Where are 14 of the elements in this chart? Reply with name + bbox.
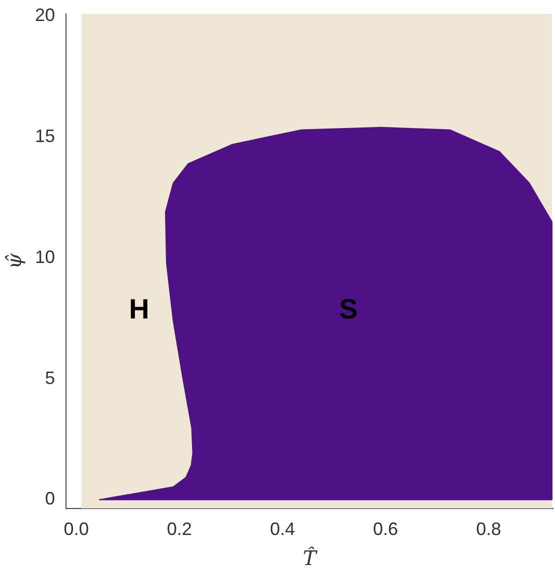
y-tick-label: 10	[34, 246, 56, 267]
annotation: S	[339, 293, 358, 324]
x-tick-label: 0.8	[476, 519, 502, 540]
x-axis-title: T̂	[302, 546, 318, 570]
x-tick-label: 0.6	[373, 519, 398, 540]
y-tick-label: 0	[45, 488, 56, 509]
y-tick-label: 20	[34, 5, 56, 26]
x-tick-label: 0.4	[270, 519, 295, 540]
x-tick-label: 0.0	[64, 519, 89, 540]
y-axis-title: ψ̂	[2, 252, 26, 269]
x-tick-label: 0.2	[166, 519, 192, 540]
y-tick-label: 15	[34, 126, 56, 146]
annotation: H	[128, 293, 150, 324]
y-tick-label: 5	[45, 368, 56, 388]
